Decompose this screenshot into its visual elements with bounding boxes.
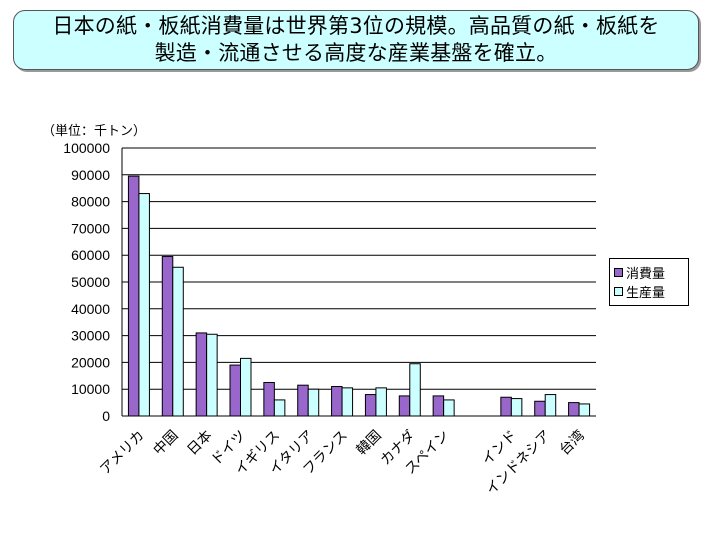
bar-production (138, 193, 150, 417)
bar-production (172, 266, 184, 417)
y-tick-label: 0 (102, 408, 110, 424)
bar-production (240, 357, 252, 417)
y-tick-label: 60000 (71, 247, 110, 263)
y-tick-label: 90000 (71, 167, 110, 183)
legend-swatch-production (614, 287, 623, 296)
bar-consumption (568, 402, 580, 417)
bar-production (510, 398, 523, 417)
legend: 消費量 生産量 (609, 258, 689, 306)
bar-consumption (195, 332, 208, 417)
bar-consumption (229, 364, 241, 417)
bar-consumption (331, 386, 343, 417)
bar-production (544, 394, 557, 417)
y-tick-label: 50000 (71, 274, 110, 290)
bar-production (206, 333, 218, 417)
bar-production (443, 399, 455, 417)
bar-consumption (534, 400, 546, 417)
x-tick-label: 中国 (151, 428, 182, 459)
bar-consumption (500, 396, 512, 417)
bar-consumption (161, 256, 174, 417)
legend-label-production: 生産量 (626, 286, 666, 301)
y-tick-label: 100000 (63, 140, 110, 156)
y-tick-label: 30000 (71, 328, 110, 344)
bar-consumption (364, 394, 377, 417)
bar-consumption (263, 382, 275, 417)
bar-production (273, 399, 286, 417)
title-box: 日本の紙・板紙消費量は世界第3位の規模。高品質の紙・板紙を 製造・流通させる高度… (13, 10, 699, 70)
legend-item-consumption: 消費量 (614, 263, 684, 282)
bar-consumption (432, 395, 445, 417)
title-line-1: 日本の紙・板紙消費量は世界第3位の規模。高品質の紙・板紙を (52, 14, 660, 38)
y-tick-label: 20000 (71, 354, 110, 370)
unit-label: （単位：千トン） (42, 124, 147, 139)
y-tick-label: 40000 (71, 301, 110, 317)
y-tick-label: 80000 (71, 194, 110, 210)
y-tick-label: 10000 (71, 381, 110, 397)
bar-production (409, 363, 421, 417)
bar-production (375, 387, 387, 417)
bar-consumption (398, 395, 411, 417)
title-line-2: 製造・流通させる高度な産業基盤を確立。 (154, 41, 558, 65)
bar-consumption (297, 384, 309, 417)
bar-consumption (127, 175, 140, 417)
bar-production (341, 387, 354, 417)
x-tick-label: アメリカ (97, 428, 147, 478)
bar-production (578, 403, 591, 417)
x-tick-label: 台湾 (556, 427, 588, 459)
legend-label-consumption: 消費量 (626, 267, 666, 282)
legend-swatch-consumption (614, 268, 623, 277)
legend-item-production: 生産量 (614, 282, 684, 301)
bar-production (307, 388, 320, 417)
y-tick-label: 70000 (71, 220, 110, 236)
